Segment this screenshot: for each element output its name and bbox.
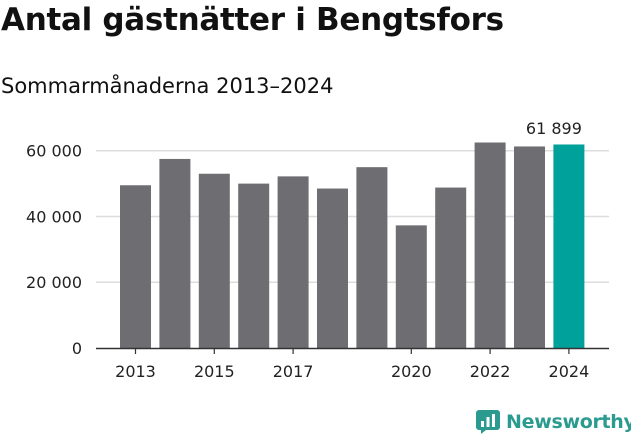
chart-title: Antal gästnätter i Bengtsfors [1, 2, 504, 38]
value-annotation: 61 899 [526, 119, 582, 138]
bar-2018 [317, 188, 348, 348]
y-tick-label: 20 000 [26, 273, 82, 292]
newsworthy-logo-icon [476, 410, 500, 434]
x-tick-label: 2015 [194, 362, 235, 381]
chart-subtitle: Sommarmånaderna 2013–2024 [1, 74, 334, 98]
bar-2023 [514, 146, 545, 348]
newsworthy-brand[interactable]: Newsworthy [476, 408, 631, 436]
bar-2015 [198, 173, 230, 348]
brand-name: Newsworthy [506, 411, 631, 433]
x-tick-label: 2013 [115, 362, 156, 381]
bar-2016 [238, 183, 270, 348]
bar-2021 [435, 187, 467, 348]
bar-2022 [474, 142, 506, 348]
y-tick-label: 0 [72, 339, 82, 358]
x-tick-label: 2022 [470, 362, 511, 381]
x-tick-label: 2024 [549, 362, 590, 381]
bar-2019 [356, 167, 388, 348]
bar-2020 [395, 225, 427, 348]
bar-2024 [553, 144, 585, 348]
y-tick-label: 40 000 [26, 207, 82, 226]
bar-2017 [277, 176, 309, 348]
bar-2013 [120, 185, 151, 348]
x-tick-label: 2017 [273, 362, 314, 381]
bar-2014 [159, 158, 191, 348]
y-tick-label: 60 000 [26, 142, 82, 161]
x-tick-label: 2020 [391, 362, 432, 381]
